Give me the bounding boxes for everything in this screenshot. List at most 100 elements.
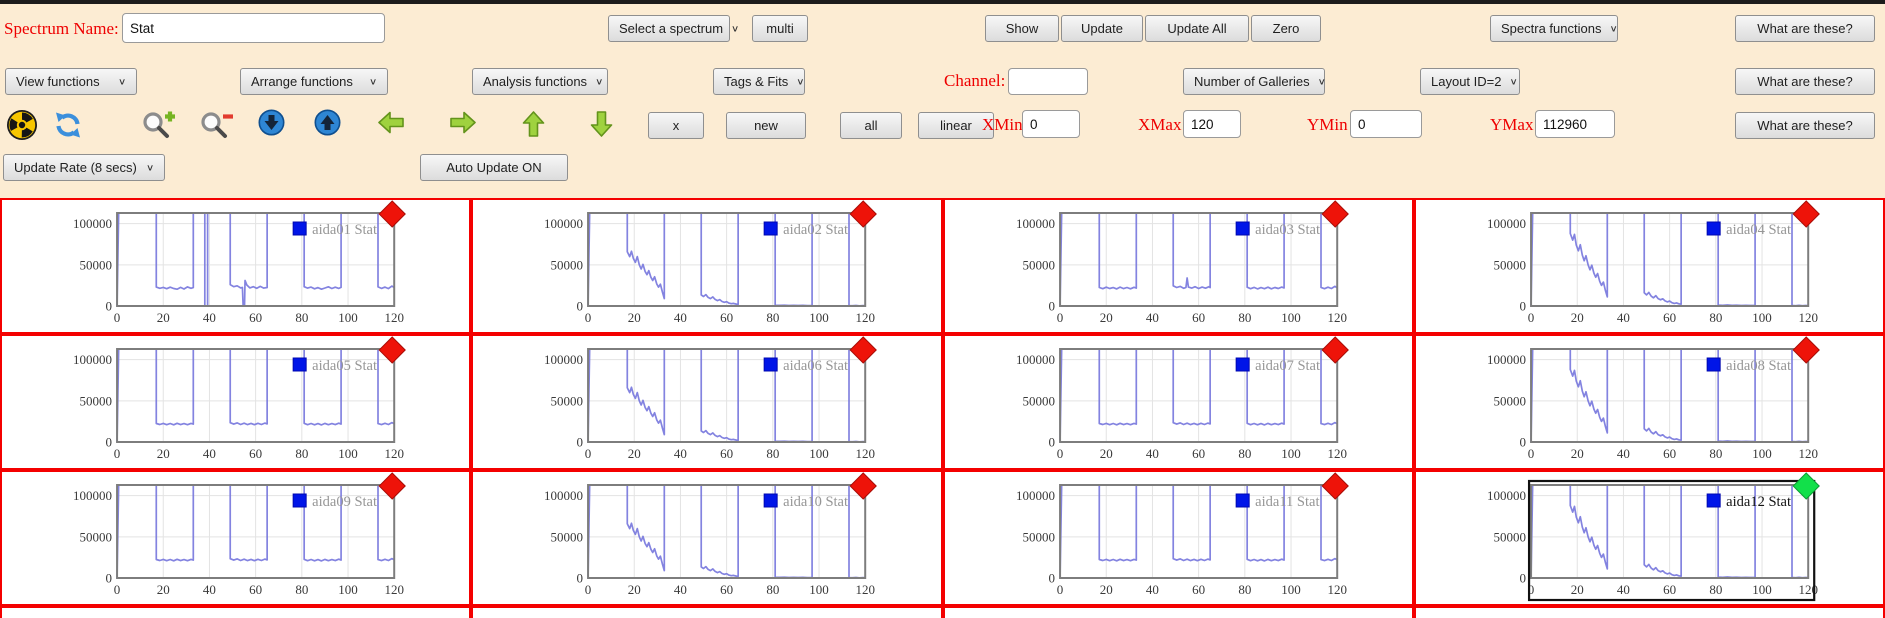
- ymax-label: YMax: [1490, 115, 1534, 134]
- gallery-cell-aida06[interactable]: 100000 50000 0 0 20 40 60 80 100 120 aida06 Stat: [471, 334, 943, 470]
- y-tick-label: 50000: [551, 393, 584, 408]
- status-diamond-red[interactable]: [1320, 200, 1349, 228]
- chevron-down-icon: ∨: [368, 77, 377, 87]
- xmin-label: XMin: [982, 115, 1023, 134]
- new-button[interactable]: new: [726, 112, 806, 139]
- gallery-cell-aida12[interactable]: 100000 50000 0 0 20 40 60 80 100 120 aida12 Stat: [1413, 470, 1885, 606]
- x-button[interactable]: x: [648, 112, 704, 139]
- arrow-up-icon[interactable]: [520, 109, 547, 144]
- spectrum-chart: 100000 50000 00 20 40 60 80 100 120 aida04 Stat: [1487, 200, 1820, 325]
- what-are-these-button-3[interactable]: What are these?: [1735, 112, 1875, 139]
- spectra-functions-dropdown[interactable]: Spectra functions ∨: [1490, 15, 1618, 42]
- ymax-input[interactable]: [1535, 110, 1615, 138]
- y-tick-label: 0: [1048, 571, 1055, 586]
- arrange-functions-dropdown[interactable]: Arrange functions ∨: [240, 68, 388, 95]
- linear-button[interactable]: linear: [918, 112, 994, 139]
- xmax-label: XMax: [1138, 115, 1182, 134]
- channel-label: Channel:: [944, 71, 1006, 90]
- x-tick-label: 0: [585, 446, 592, 461]
- layout-id-dropdown[interactable]: Layout ID=2 ∨: [1420, 68, 1520, 95]
- zero-button[interactable]: Zero: [1251, 15, 1321, 42]
- legend-swatch: [763, 493, 778, 508]
- refresh-icon[interactable]: [52, 109, 84, 146]
- y-tick-label: 0: [1519, 435, 1526, 450]
- status-diamond-red[interactable]: [849, 336, 878, 364]
- status-diamond-red[interactable]: [849, 472, 878, 500]
- y-tick-label: 100000: [544, 488, 583, 503]
- zoom-out-icon[interactable]: [198, 109, 234, 146]
- gallery-cell-aida11[interactable]: 100000 50000 0 0 20 40 60 80 100 120 aida11 Stat: [942, 470, 1414, 606]
- x-tick-label: 0: [585, 310, 592, 325]
- gallery-cell-aida10[interactable]: 100000 50000 0 0 20 40 60 80 100 120 aida10 Stat: [471, 470, 943, 606]
- number-of-galleries-label: Number of Galleries: [1194, 74, 1310, 89]
- gallery-cell-aida04[interactable]: 100000 50000 0 0 20 40 60 80 100 120 aida04 Stat: [1413, 198, 1885, 334]
- x-tick-label: 20: [1099, 582, 1112, 597]
- show-button[interactable]: Show: [985, 15, 1059, 42]
- status-diamond-red[interactable]: [1320, 472, 1349, 500]
- spectra-functions-label: Spectra functions: [1501, 21, 1602, 36]
- plot-border: [1529, 212, 1809, 307]
- page-up-icon[interactable]: [314, 109, 341, 141]
- x-tick-label: 40: [1617, 310, 1630, 325]
- radiation-icon[interactable]: [6, 109, 38, 146]
- chevron-down-icon: ∨: [1509, 77, 1518, 87]
- number-of-galleries-dropdown[interactable]: Number of Galleries ∨: [1183, 68, 1326, 95]
- what-are-these-button-2[interactable]: What are these?: [1735, 68, 1875, 95]
- gallery-cell-aida09[interactable]: 100000 50000 0 0 20 40 60 80 100 120 aida09 Stat: [0, 470, 472, 606]
- chevron-down-icon: ∨: [796, 77, 805, 87]
- xmax-input[interactable]: [1183, 110, 1241, 138]
- toolbar-row-4: Update Rate (8 secs) ∨ Auto Update ON: [0, 152, 1885, 188]
- page-down-icon[interactable]: [258, 109, 285, 141]
- status-diamond-red[interactable]: [1792, 200, 1820, 228]
- gallery-cell-aida07[interactable]: 100000 50000 0 0 20 40 60 80 100 120 aida07 Stat: [942, 334, 1414, 470]
- update-button[interactable]: Update: [1061, 15, 1143, 42]
- view-functions-label: View functions: [16, 74, 100, 89]
- update-all-button[interactable]: Update All: [1145, 15, 1249, 42]
- gallery-cell-aida05[interactable]: 100000 50000 0 0 20 40 60 80 100 120 aida05 Stat: [0, 334, 472, 470]
- analysis-functions-dropdown[interactable]: Analysis functions ∨: [472, 68, 608, 95]
- spectrum-chart: 100000 50000 00 20 40 60 80 100 120 aida06 Stat: [544, 336, 878, 461]
- gallery-cell-aida03[interactable]: 100000 50000 0 0 20 40 60 80 100 120 aida03 Stat: [942, 198, 1414, 334]
- multi-button[interactable]: multi: [752, 15, 808, 42]
- all-button[interactable]: all: [840, 112, 902, 139]
- update-rate-dropdown[interactable]: Update Rate (8 secs) ∨: [3, 154, 165, 181]
- select-spectrum-dropdown[interactable]: Select a spectrum ∨: [608, 15, 739, 42]
- plot-border: [1058, 212, 1338, 307]
- x-tick-label: 80: [767, 446, 780, 461]
- legend-label: aida02 Stat: [783, 222, 848, 238]
- x-tick-label: 60: [720, 446, 733, 461]
- status-diamond-red[interactable]: [1320, 336, 1349, 364]
- arrow-right-icon[interactable]: [448, 109, 478, 141]
- y-tick-label: 100000: [544, 216, 583, 231]
- gallery-cell-aida02[interactable]: 100000 50000 0 0 20 40 60 80 100 120 aida02 Stat: [471, 198, 943, 334]
- gallery-cell-partial: [471, 606, 943, 618]
- y-tick-label: 100000: [1016, 488, 1055, 503]
- spectrum-chart: 100000 50000 00 20 40 60 80 100 120 aida09 Stat: [73, 472, 406, 597]
- spectrum-name-input[interactable]: [122, 13, 385, 43]
- arrow-down-icon[interactable]: [588, 109, 615, 144]
- status-diamond-red[interactable]: [378, 200, 406, 228]
- gallery-cell-aida01[interactable]: 100000 50000 0 0 20 40 60 80 100 120 aida01 Stat: [0, 198, 472, 334]
- status-diamond-red[interactable]: [378, 472, 406, 500]
- channel-input[interactable]: [1008, 68, 1088, 95]
- analysis-functions-label: Analysis functions: [483, 74, 588, 89]
- plot-border: [1529, 484, 1809, 579]
- gallery-cell-aida08[interactable]: 100000 50000 0 0 20 40 60 80 100 120 aida08 Stat: [1413, 334, 1885, 470]
- y-tick-label: 100000: [73, 488, 112, 503]
- legend-swatch: [292, 221, 307, 236]
- status-diamond-red[interactable]: [1792, 336, 1820, 364]
- what-are-these-button-1[interactable]: What are these?: [1735, 15, 1875, 42]
- view-functions-dropdown[interactable]: View functions ∨: [5, 68, 137, 95]
- status-diamond-green[interactable]: [1792, 472, 1820, 500]
- zoom-in-icon[interactable]: [140, 109, 176, 146]
- auto-update-button[interactable]: Auto Update ON: [420, 154, 568, 181]
- arrow-left-icon[interactable]: [376, 109, 406, 141]
- status-diamond-red[interactable]: [378, 336, 406, 364]
- x-tick-label: 40: [203, 446, 216, 461]
- plot-border: [116, 484, 396, 579]
- x-tick-label: 40: [1617, 582, 1630, 597]
- xmin-input[interactable]: [1022, 110, 1080, 138]
- ymin-input[interactable]: [1350, 110, 1422, 138]
- tags-fits-dropdown[interactable]: Tags & Fits ∨: [713, 68, 805, 95]
- status-diamond-red[interactable]: [849, 200, 878, 228]
